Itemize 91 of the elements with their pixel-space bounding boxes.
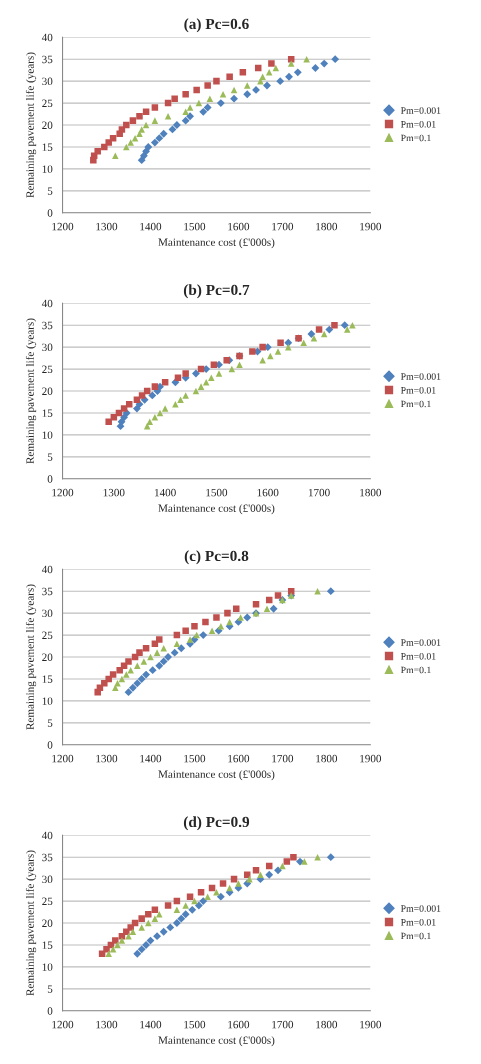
y-axis-title: Remaining pavement life (years) <box>25 52 37 198</box>
x-tick-label: 1200 <box>52 488 74 497</box>
x-tick-label: 1300 <box>96 1020 118 1029</box>
x-axis-title: Maintenance cost (£'000s) <box>158 504 275 515</box>
x-tick-label: 1900 <box>360 222 382 231</box>
y-tick-label: 25 <box>42 631 53 640</box>
legend-label: Pm=0.01 <box>400 652 436 660</box>
x-tick-label: 1400 <box>140 222 162 231</box>
y-tick-label: 15 <box>42 675 53 683</box>
y-tick-label: 5 <box>47 187 53 195</box>
chart-title: (a) Pc=0.6 <box>184 18 249 33</box>
legend-label: Pm=0.1 <box>400 134 431 142</box>
y-tick-label: 25 <box>42 99 53 108</box>
x-tick-label: 1600 <box>228 754 250 763</box>
y-tick-label: 15 <box>42 941 53 949</box>
x-tick-label: 1800 <box>316 754 338 763</box>
y-tick-label: 20 <box>42 919 53 927</box>
x-tick-label: 1200 <box>52 222 74 231</box>
y-tick-label: 15 <box>42 143 53 151</box>
x-tick-label: 1400 <box>155 488 176 497</box>
x-axis-title: Maintenance cost (£'000s) <box>158 238 275 249</box>
legend-label: Pm=0.1 <box>400 666 431 674</box>
y-tick-label: 30 <box>42 77 53 86</box>
y-tick-label: 10 <box>42 963 53 971</box>
x-axis-title: Maintenance cost (£'000s) <box>158 1036 275 1047</box>
x-tick-label: 1200 <box>52 1020 74 1029</box>
y-tick-label: 25 <box>42 365 53 374</box>
x-tick-label: 1700 <box>308 488 330 497</box>
y-tick-label: 40 <box>41 33 53 42</box>
y-tick-label: 40 <box>41 565 53 574</box>
x-tick-label: 1700 <box>272 1020 294 1029</box>
y-tick-label: 20 <box>42 387 53 395</box>
y-tick-label: 10 <box>42 431 53 439</box>
legend-label: Pm=0.01 <box>400 918 436 926</box>
x-tick-label: 1300 <box>96 222 118 231</box>
y-tick-label: 35 <box>42 55 53 64</box>
y-tick-label: 0 <box>47 209 53 217</box>
x-tick-label: 1800 <box>360 488 382 497</box>
x-tick-label: 1500 <box>184 1020 206 1029</box>
x-tick-label: 1500 <box>184 222 206 231</box>
legend-label: Pm=0.001 <box>400 107 441 114</box>
y-tick-label: 30 <box>42 875 53 884</box>
x-tick-label: 1600 <box>228 222 250 231</box>
y-tick-label: 35 <box>42 321 53 330</box>
legend-label: Pm=0.1 <box>400 932 431 940</box>
x-tick-label: 1900 <box>360 754 382 763</box>
legend-label: Pm=0.01 <box>400 386 436 394</box>
y-axis-title: Remaining pavement life (years) <box>25 318 37 464</box>
x-tick-label: 1400 <box>140 1020 162 1029</box>
x-tick-label: 1500 <box>206 488 228 497</box>
x-axis-title: Maintenance cost (£'000s) <box>158 770 275 781</box>
y-tick-label: 0 <box>47 741 53 749</box>
y-tick-label: 30 <box>42 343 53 352</box>
y-tick-label: 35 <box>42 853 53 862</box>
legend-label: Pm=0.001 <box>400 639 441 646</box>
y-tick-label: 35 <box>42 587 53 596</box>
legend-label: Pm=0.1 <box>400 400 431 408</box>
chart-title: (b) Pc=0.7 <box>183 284 250 299</box>
x-tick-label: 1600 <box>257 488 279 497</box>
y-tick-label: 0 <box>47 1007 53 1015</box>
chart-title: (d) Pc=0.9 <box>183 816 250 831</box>
y-tick-label: 5 <box>47 453 53 461</box>
x-tick-label: 1400 <box>140 754 162 763</box>
y-tick-label: 5 <box>47 719 53 727</box>
y-tick-label: 15 <box>42 409 53 417</box>
y-tick-label: 20 <box>42 653 53 661</box>
chart-title: (c) Pc=0.8 <box>184 550 249 565</box>
y-axis-title: Remaining pavement life (years) <box>25 850 37 996</box>
x-tick-label: 1200 <box>52 754 74 763</box>
x-tick-label: 1900 <box>360 1020 382 1029</box>
x-tick-label: 1600 <box>228 1020 250 1029</box>
legend-label: Pm=0.001 <box>400 905 441 912</box>
x-tick-label: 1800 <box>316 1020 338 1029</box>
legend-label: Pm=0.001 <box>400 373 441 380</box>
x-tick-label: 1700 <box>272 222 294 231</box>
y-tick-label: 20 <box>42 121 53 129</box>
y-tick-label: 40 <box>41 831 53 840</box>
x-tick-label: 1300 <box>103 488 125 497</box>
y-tick-label: 10 <box>42 697 53 705</box>
y-tick-label: 0 <box>47 475 53 483</box>
y-axis-title: Remaining pavement life (years) <box>25 584 37 730</box>
y-tick-label: 10 <box>42 165 53 173</box>
x-tick-label: 1300 <box>96 754 118 763</box>
y-tick-label: 30 <box>42 609 53 618</box>
x-tick-label: 1700 <box>272 754 294 763</box>
y-tick-label: 25 <box>42 897 53 906</box>
y-tick-label: 5 <box>47 985 53 993</box>
x-tick-label: 1500 <box>184 754 206 763</box>
x-tick-label: 1800 <box>316 222 338 231</box>
y-tick-label: 40 <box>41 299 53 308</box>
legend-label: Pm=0.01 <box>400 120 436 128</box>
